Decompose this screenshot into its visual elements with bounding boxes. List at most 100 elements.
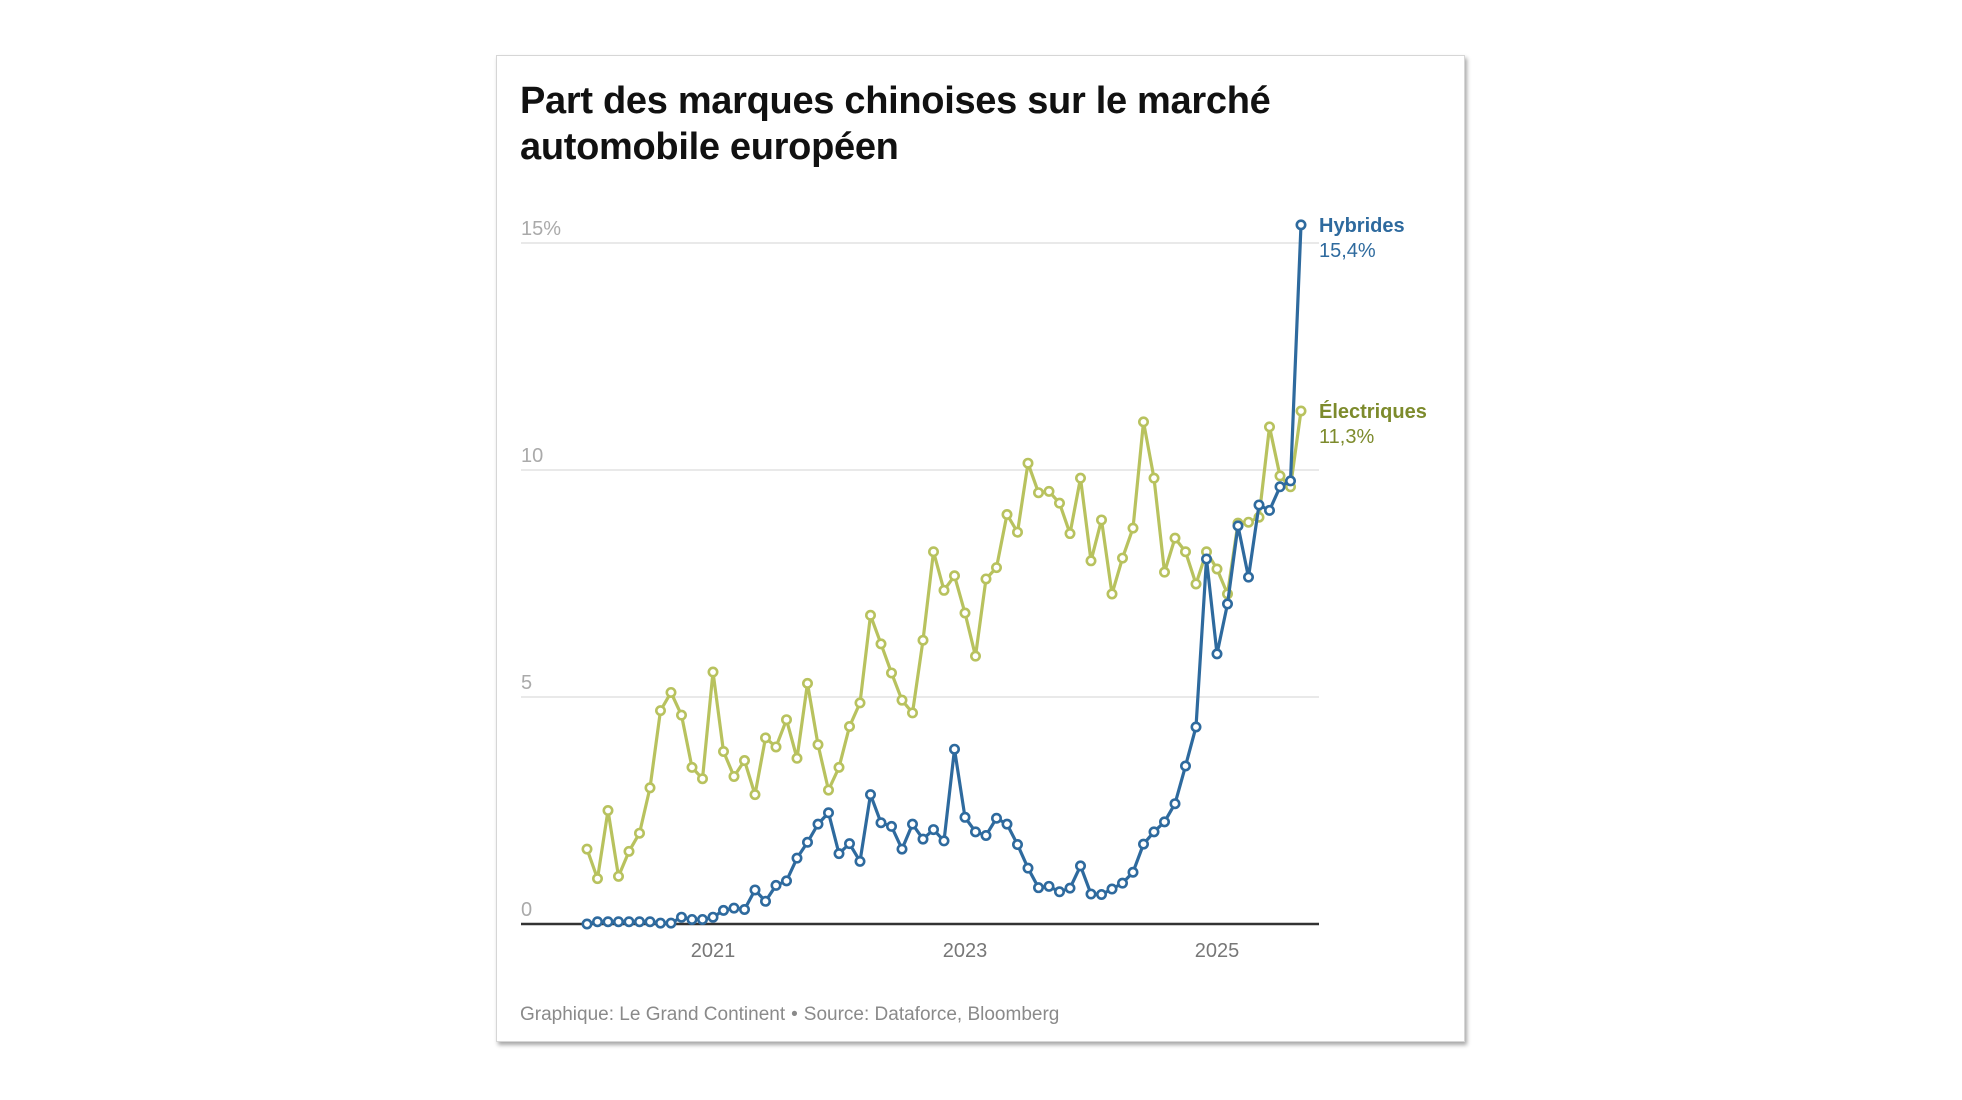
data-point bbox=[822, 807, 834, 819]
data-point bbox=[1158, 566, 1170, 578]
data-point bbox=[885, 667, 897, 679]
data-point bbox=[1263, 421, 1275, 433]
series-line bbox=[585, 409, 1303, 881]
data-point bbox=[1127, 866, 1139, 878]
data-point bbox=[1127, 522, 1139, 534]
data-point bbox=[812, 739, 824, 751]
data-point bbox=[707, 911, 719, 923]
data-point bbox=[1179, 760, 1191, 772]
data-point bbox=[969, 650, 981, 662]
y-tick-label: 5 bbox=[521, 672, 532, 694]
data-point bbox=[759, 895, 771, 907]
data-point bbox=[686, 761, 698, 773]
data-point bbox=[686, 913, 698, 925]
series bbox=[581, 219, 1307, 930]
data-point bbox=[780, 714, 792, 726]
data-point bbox=[1085, 888, 1097, 900]
data-point bbox=[1274, 481, 1286, 493]
data-point bbox=[1148, 826, 1160, 838]
data-point bbox=[1064, 882, 1076, 894]
data-point bbox=[1032, 882, 1044, 894]
data-point bbox=[906, 818, 918, 830]
data-point bbox=[1106, 588, 1118, 600]
x-tick-label: 2023 bbox=[943, 940, 988, 962]
data-point bbox=[1074, 472, 1086, 484]
data-point bbox=[980, 829, 992, 841]
data-point bbox=[896, 843, 908, 855]
x-tick-label: 2021 bbox=[691, 940, 736, 962]
credit-text: Graphique: Le Grand Continent bbox=[520, 1004, 786, 1025]
data-point bbox=[592, 916, 604, 928]
chart-card: Part des marques chinoises sur le marché… bbox=[496, 55, 1465, 1042]
data-point bbox=[1242, 516, 1254, 528]
data-point bbox=[655, 705, 667, 717]
y-tick-label: 0 bbox=[521, 899, 532, 921]
data-point bbox=[864, 609, 876, 621]
data-point bbox=[1022, 862, 1034, 874]
data-point bbox=[801, 836, 813, 848]
data-point bbox=[864, 789, 876, 801]
data-point bbox=[791, 752, 803, 764]
data-point bbox=[990, 812, 1002, 824]
data-point bbox=[938, 835, 950, 847]
series-hybrides bbox=[581, 219, 1307, 930]
data-point bbox=[665, 686, 677, 698]
data-point bbox=[791, 852, 803, 864]
data-point bbox=[623, 845, 635, 857]
chart-footer: Graphique: Le Grand Continent • Source: Da… bbox=[520, 1004, 1059, 1026]
data-point bbox=[1242, 571, 1254, 583]
series-label-value: 15,4% bbox=[1319, 240, 1376, 262]
data-point bbox=[1211, 563, 1223, 575]
data-point bbox=[1095, 888, 1107, 900]
data-point bbox=[759, 732, 771, 744]
data-point bbox=[1116, 552, 1128, 564]
data-point bbox=[655, 917, 667, 929]
data-point bbox=[1116, 877, 1128, 889]
data-point bbox=[948, 570, 960, 582]
data-point bbox=[906, 707, 918, 719]
data-point bbox=[1232, 520, 1244, 532]
data-point bbox=[801, 677, 813, 689]
data-point bbox=[1169, 798, 1181, 810]
data-point bbox=[602, 804, 614, 816]
x-tick-label: 2025 bbox=[1195, 940, 1240, 962]
data-point bbox=[1095, 514, 1107, 526]
data-point bbox=[1001, 508, 1013, 520]
data-point bbox=[854, 855, 866, 867]
data-point bbox=[854, 697, 866, 709]
data-point bbox=[634, 916, 646, 928]
data-point bbox=[875, 638, 887, 650]
data-point bbox=[718, 904, 730, 916]
y-tick-label: 15% bbox=[521, 218, 561, 240]
data-point bbox=[665, 917, 677, 929]
data-point bbox=[718, 745, 730, 757]
data-point bbox=[592, 873, 604, 885]
data-point bbox=[1221, 598, 1233, 610]
series-label-value: 11,3% bbox=[1319, 426, 1374, 448]
data-point bbox=[581, 843, 593, 855]
data-point bbox=[1137, 838, 1149, 850]
data-point bbox=[728, 902, 740, 914]
data-point bbox=[1274, 470, 1286, 482]
data-point bbox=[780, 875, 792, 887]
data-point bbox=[1074, 860, 1086, 872]
data-point bbox=[1148, 472, 1160, 484]
data-point bbox=[1158, 816, 1170, 828]
data-point bbox=[938, 584, 950, 596]
data-point bbox=[1053, 497, 1065, 509]
data-point bbox=[990, 562, 1002, 574]
data-point bbox=[623, 916, 635, 928]
data-point bbox=[739, 755, 751, 767]
data-point bbox=[833, 761, 845, 773]
data-point bbox=[1001, 818, 1013, 830]
data-point bbox=[1011, 839, 1023, 851]
data-point bbox=[1295, 219, 1307, 231]
data-point bbox=[613, 870, 625, 882]
data-point bbox=[917, 833, 929, 845]
data-point bbox=[1085, 555, 1097, 567]
data-point bbox=[843, 721, 855, 733]
data-point bbox=[1011, 526, 1023, 538]
data-point bbox=[1022, 457, 1034, 469]
source-text: Source: Dataforce, Bloomberg bbox=[803, 1004, 1060, 1025]
y-axis-ticks: 0 5 10 15% bbox=[521, 218, 561, 921]
